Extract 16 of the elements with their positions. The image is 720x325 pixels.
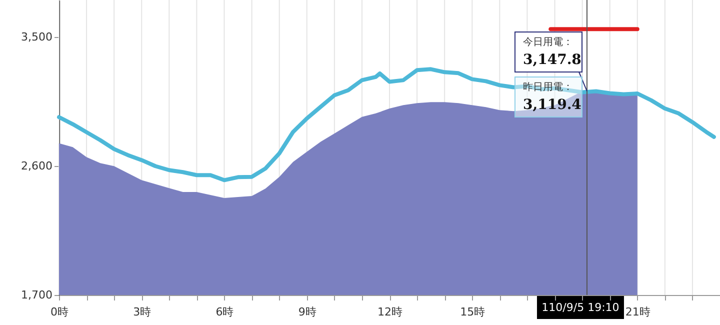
line-series [57,67,716,182]
annotation: 今日用電： [522,36,573,48]
annotation: 3,147.8 [522,52,582,68]
y-tick-label: 2,600 [21,160,52,173]
x-tick-label: 9時 [298,306,316,318]
x-tick-label: 6時 [216,306,234,318]
x-tick-label: 21時 [625,306,650,318]
x-tick-label: 15時 [460,306,486,318]
y-tick-label: 1,700 [21,288,52,302]
annotation: 3,119.4 [522,97,582,113]
ref-line-label: 110/9/5 19:10 [542,301,620,314]
annotation: 昨日用電： [522,81,573,93]
x-tick-label: 12時 [378,306,402,318]
x-tick-label: 3時 [133,306,152,318]
x-tick-label: 0時 [50,306,68,318]
y-tick-label: 3,500 [21,30,52,44]
